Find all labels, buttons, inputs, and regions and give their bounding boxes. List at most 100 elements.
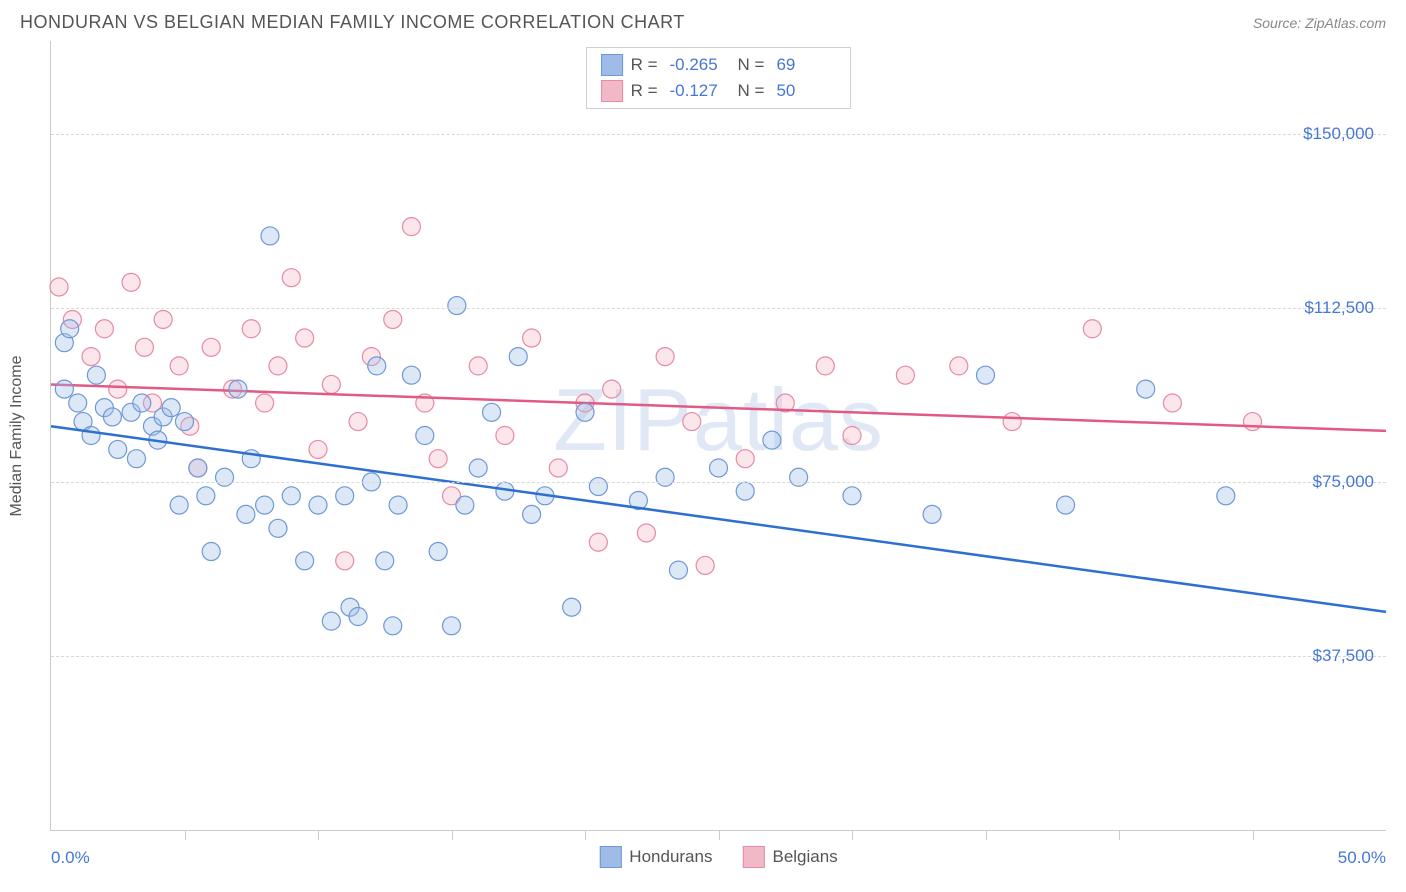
belgians-point: [736, 450, 754, 468]
hondurans-point: [55, 380, 73, 398]
belgians-point: [349, 413, 367, 431]
belgians-point: [135, 338, 153, 356]
belgians-point: [50, 278, 68, 296]
x-tick: [1119, 830, 1120, 840]
x-tick: [318, 830, 319, 840]
belgians-point: [202, 338, 220, 356]
x-tick: [585, 830, 586, 840]
belgians-point: [309, 440, 327, 458]
hondurans-point: [763, 431, 781, 449]
belgians-point: [154, 310, 172, 328]
belgians-point: [242, 320, 260, 338]
belgians-point: [523, 329, 541, 347]
hondurans-point: [127, 450, 145, 468]
legend-row-hondurans: R = -0.265 N = 69: [601, 52, 837, 78]
belgians-point: [843, 427, 861, 445]
hondurans-point: [237, 505, 255, 523]
series-label-belgians: Belgians: [772, 847, 837, 867]
hondurans-point: [216, 468, 234, 486]
hondurans-point: [448, 297, 466, 315]
hondurans-point: [416, 427, 434, 445]
r-value-hondurans: -0.265: [670, 55, 724, 75]
y-tick-label: $37,500: [1313, 646, 1374, 666]
belgians-point: [1163, 394, 1181, 412]
hondurans-point: [170, 496, 188, 514]
chart-source: Source: ZipAtlas.com: [1253, 15, 1386, 31]
hondurans-point: [1057, 496, 1075, 514]
belgians-point: [1083, 320, 1101, 338]
belgians-point: [256, 394, 274, 412]
hondurans-point: [261, 227, 279, 245]
belgians-point: [637, 524, 655, 542]
x-tick: [719, 830, 720, 840]
hondurans-point: [576, 403, 594, 421]
belgians-point: [429, 450, 447, 468]
belgians-point: [282, 269, 300, 287]
hondurans-point: [389, 496, 407, 514]
belgians-trendline: [51, 384, 1386, 430]
hondurans-point: [376, 552, 394, 570]
n-value-hondurans: 69: [776, 55, 830, 75]
y-tick-label: $150,000: [1303, 124, 1374, 144]
belgians-point: [296, 329, 314, 347]
hondurans-point: [710, 459, 728, 477]
hondurans-point: [1137, 380, 1155, 398]
gridline: [51, 656, 1386, 657]
hondurans-point: [469, 459, 487, 477]
hondurans-point: [736, 482, 754, 500]
hondurans-point: [197, 487, 215, 505]
belgians-point: [950, 357, 968, 375]
belgians-point: [1244, 413, 1262, 431]
belgians-point: [122, 273, 140, 291]
legend-row-belgians: R = -0.127 N = 50: [601, 78, 837, 104]
x-tick: [852, 830, 853, 840]
hondurans-point: [456, 496, 474, 514]
hondurans-point: [202, 543, 220, 561]
gridline: [51, 134, 1386, 135]
hondurans-point: [282, 487, 300, 505]
belgians-point: [603, 380, 621, 398]
belgians-point: [95, 320, 113, 338]
swatch-hondurans: [601, 54, 623, 76]
hondurans-point: [162, 399, 180, 417]
hondurans-point: [109, 440, 127, 458]
hondurans-point: [256, 496, 274, 514]
hondurans-point: [296, 552, 314, 570]
scatter-plot-svg: [51, 41, 1386, 830]
x-tick: [185, 830, 186, 840]
hondurans-point: [229, 380, 247, 398]
hondurans-point: [103, 408, 121, 426]
x-tick: [986, 830, 987, 840]
x-axis-max-label: 50.0%: [1338, 848, 1386, 868]
belgians-point: [696, 556, 714, 574]
chart-plot-area: Median Family Income ZIPatlas R = -0.265…: [50, 41, 1386, 831]
belgians-point: [269, 357, 287, 375]
x-tick: [1253, 830, 1254, 840]
belgians-point: [589, 533, 607, 551]
legend-item-belgians: Belgians: [742, 846, 837, 868]
hondurans-point: [336, 487, 354, 505]
hondurans-point: [563, 598, 581, 616]
belgians-point: [656, 348, 674, 366]
chart-header: HONDURAN VS BELGIAN MEDIAN FAMILY INCOME…: [0, 0, 1406, 41]
hondurans-point: [269, 519, 287, 537]
y-axis-label: Median Family Income: [8, 355, 26, 516]
belgians-point: [322, 375, 340, 393]
belgians-point: [1003, 413, 1021, 431]
hondurans-point: [429, 543, 447, 561]
swatch-belgians-2: [742, 846, 764, 868]
hondurans-point: [790, 468, 808, 486]
belgians-point: [683, 413, 701, 431]
belgians-point: [469, 357, 487, 375]
hondurans-point: [309, 496, 327, 514]
belgians-point: [170, 357, 188, 375]
r-value-belgians: -0.127: [670, 81, 724, 101]
y-tick-label: $112,500: [1304, 298, 1374, 318]
n-value-belgians: 50: [776, 81, 830, 101]
swatch-belgians: [601, 80, 623, 102]
belgians-point: [384, 310, 402, 328]
x-axis-min-label: 0.0%: [51, 848, 90, 868]
chart-title: HONDURAN VS BELGIAN MEDIAN FAMILY INCOME…: [20, 12, 685, 33]
hondurans-point: [384, 617, 402, 635]
correlation-legend: R = -0.265 N = 69 R = -0.127 N = 50: [586, 47, 852, 109]
